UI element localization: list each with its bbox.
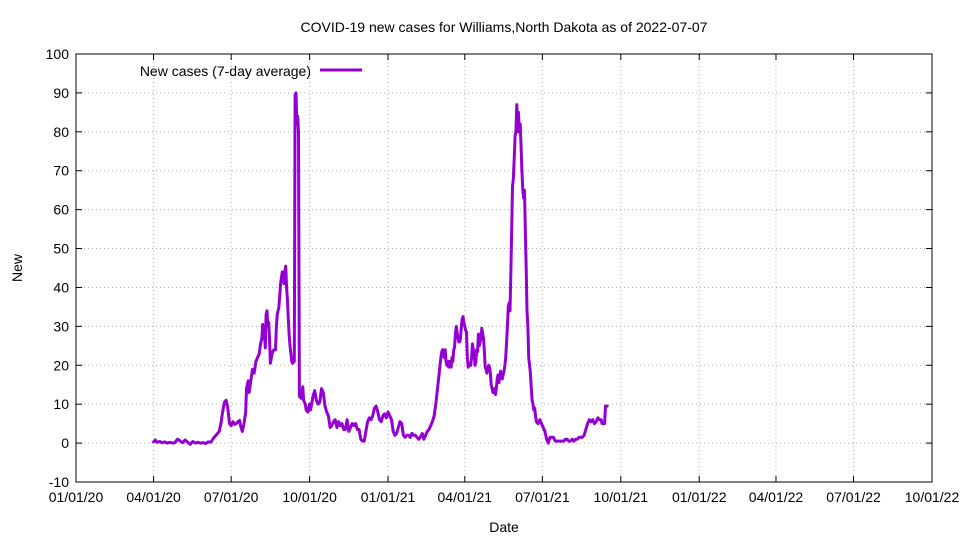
legend-label: New cases (7-day average) — [140, 63, 311, 79]
x-tick-label: 10/01/22 — [905, 489, 960, 505]
plot-frame — [75, 53, 933, 483]
y-tick-label: 90 — [53, 85, 69, 101]
y-tick-label: 50 — [53, 241, 69, 257]
gridlines — [76, 54, 932, 482]
y-tick-label: 40 — [53, 279, 69, 295]
x-tick-label: 01/01/22 — [672, 489, 727, 505]
x-tick-label: 04/01/22 — [749, 489, 804, 505]
x-tick-label: 01/01/21 — [361, 489, 416, 505]
x-tick-label: 07/01/22 — [826, 489, 881, 505]
y-tick-label: 80 — [53, 124, 69, 140]
x-axis: 01/01/20 04/01/20 07/01/20 10/01/20 01/01/21… — [49, 54, 960, 505]
y-tick-label: 100 — [46, 46, 70, 62]
y-tick-label: 70 — [53, 163, 69, 179]
y-tick-label: 60 — [53, 202, 69, 218]
x-tick-label: 04/01/21 — [438, 489, 493, 505]
y-tick-label: -10 — [49, 474, 69, 490]
x-tick-label: 01/01/20 — [49, 489, 104, 505]
y-tick-label: 30 — [53, 318, 69, 334]
x-tick-label: 07/01/20 — [204, 489, 259, 505]
x-tick-label: 07/01/21 — [515, 489, 570, 505]
x-tick-label: 10/01/21 — [594, 489, 649, 505]
y-tick-label: 0 — [61, 435, 69, 451]
legend: New cases (7-day average) — [140, 63, 362, 79]
x-tick-label: 04/01/20 — [126, 489, 181, 505]
series-line — [152, 91, 609, 446]
y-axis: -10 0 10 20 30 40 50 60 70 80 90 100 — [46, 46, 932, 490]
y-axis-label: New — [9, 253, 25, 282]
x-tick-label: 10/01/20 — [282, 489, 337, 505]
y-tick-label: 20 — [53, 357, 69, 373]
chart-title: COVID-19 new cases for Williams,North Da… — [301, 19, 708, 35]
y-tick-label: 10 — [53, 396, 69, 412]
x-axis-label: Date — [489, 519, 519, 535]
